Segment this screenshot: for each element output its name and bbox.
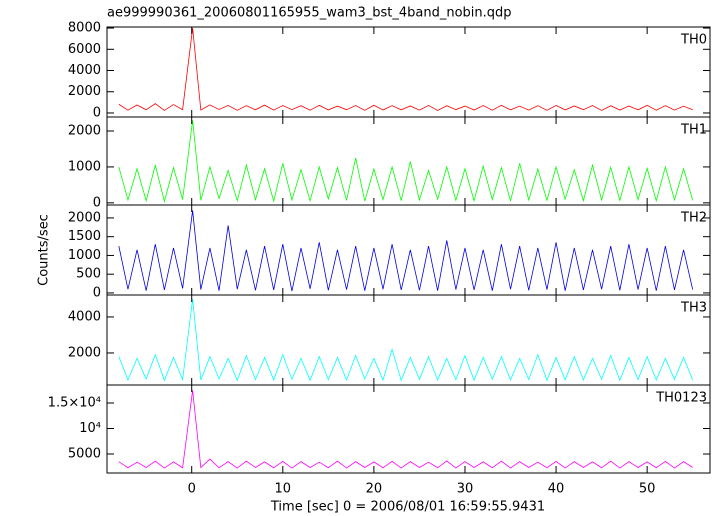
y-tick-label: 1000 [68,248,101,263]
y-tick-label: 2000 [68,210,101,225]
y-tick-label: 0 [93,105,101,120]
y-tick-label: 1.5×10⁴ [48,396,101,411]
y-tick-label: 0 [93,285,101,300]
light-curve [118,28,693,111]
x-axis-label: Time [sec] 0 = 2006/08/01 16:59:55.9431 [270,500,545,515]
panel-label: TH3 [680,301,707,316]
light-curve [118,120,694,203]
x-tick-label: 50 [639,482,656,497]
x-tick-label: 0 [188,482,196,497]
y-tick-label: 0 [93,195,101,210]
y-tick-label: 500 [76,267,101,282]
y-tick-label: 4000 [68,63,101,78]
y-tick-label: 1500 [68,229,101,244]
x-tick-label: 20 [366,482,383,497]
y-tick-label: 8000 [68,21,101,36]
light-curve [118,210,694,292]
x-tick-label: 40 [548,482,565,497]
panel-label: TH2 [680,211,707,226]
x-tick-label: 30 [457,482,474,497]
y-tick-label: 6000 [68,42,101,57]
y-tick-label: 10⁴ [79,421,101,436]
y-tick-label: 1000 [68,159,101,174]
light-curve [118,298,694,382]
panel-label: TH0 [680,33,707,48]
y-tick-label: 5000 [68,447,101,462]
x-tick-label: 10 [275,482,292,497]
light-curve [118,390,693,469]
y-tick-label: 2000 [68,345,101,360]
y-tick-label: 4000 [68,309,101,324]
panel-label: TH0123 [655,391,707,406]
y-tick-label: 2000 [68,124,101,139]
panel-label: TH1 [680,123,707,138]
y-tick-label: 2000 [68,84,101,99]
chart-title: ae999990361_20060801165955_wam3_bst_4ban… [107,6,512,21]
y-axis-label: Counts/sec [37,214,52,286]
